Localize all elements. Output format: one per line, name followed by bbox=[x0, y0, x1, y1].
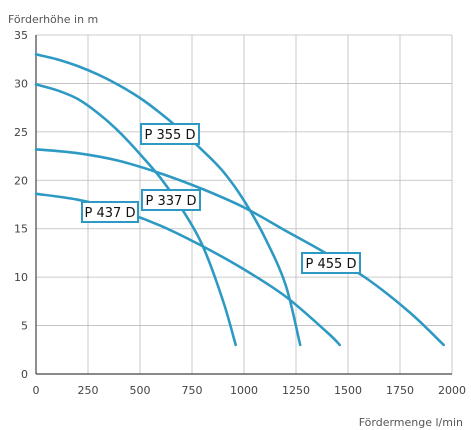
series-label-text: P 437 D bbox=[85, 206, 136, 221]
y-tick-label: 25 bbox=[14, 126, 28, 139]
series-label-p-455-d: P 455 D bbox=[301, 252, 361, 274]
series-label-box bbox=[301, 252, 361, 274]
curves bbox=[34, 53, 445, 347]
y-tick-label: 10 bbox=[14, 271, 28, 284]
series-label-p-437-d: P 437 D bbox=[81, 201, 139, 223]
x-tick-label: 1750 bbox=[386, 384, 414, 397]
y-tick-labels: 0 5 10 15 20 25 30 35 bbox=[14, 29, 28, 381]
curve-p-355-d bbox=[34, 53, 302, 347]
series-label-text: P 337 D bbox=[146, 194, 197, 209]
x-tick-label: 500 bbox=[130, 384, 151, 397]
x-tick-label: 1000 bbox=[230, 384, 258, 397]
y-tick-label: 20 bbox=[14, 174, 28, 187]
y-tick-label: 0 bbox=[21, 368, 28, 381]
series-label-box bbox=[81, 201, 139, 223]
y-tick-label: 30 bbox=[14, 77, 28, 90]
series-label-box bbox=[140, 123, 200, 145]
series-labels: P 355 D P 337 D P 455 D P 437 D bbox=[81, 123, 361, 274]
x-axis-label: Fördermenge l/min bbox=[359, 416, 463, 429]
curve-p-455-d bbox=[34, 148, 445, 347]
y-tick-label: 15 bbox=[14, 223, 28, 236]
y-tick-label: 35 bbox=[14, 29, 28, 42]
curve-p-337-d bbox=[34, 83, 237, 347]
y-tick-label: 5 bbox=[21, 320, 28, 333]
x-tick-label: 1250 bbox=[282, 384, 310, 397]
x-tick-label: 750 bbox=[182, 384, 203, 397]
x-tick-labels: 0 250 500 750 1000 1250 1500 1750 2000 bbox=[33, 384, 467, 397]
series-label-p-337-d: P 337 D bbox=[141, 189, 201, 211]
x-tick-label: 2000 bbox=[438, 384, 466, 397]
series-label-text: P 455 D bbox=[306, 257, 357, 272]
x-tick-label: 1500 bbox=[334, 384, 362, 397]
series-label-p-355-d: P 355 D bbox=[140, 123, 200, 145]
axes bbox=[35, 35, 452, 375]
x-tick-label: 250 bbox=[78, 384, 99, 397]
grid bbox=[36, 34, 453, 374]
series-label-text: P 355 D bbox=[145, 128, 196, 143]
series-label-box bbox=[141, 189, 201, 211]
x-tick-label: 0 bbox=[33, 384, 40, 397]
y-axis-label: Förderhöhe in m bbox=[8, 13, 98, 26]
